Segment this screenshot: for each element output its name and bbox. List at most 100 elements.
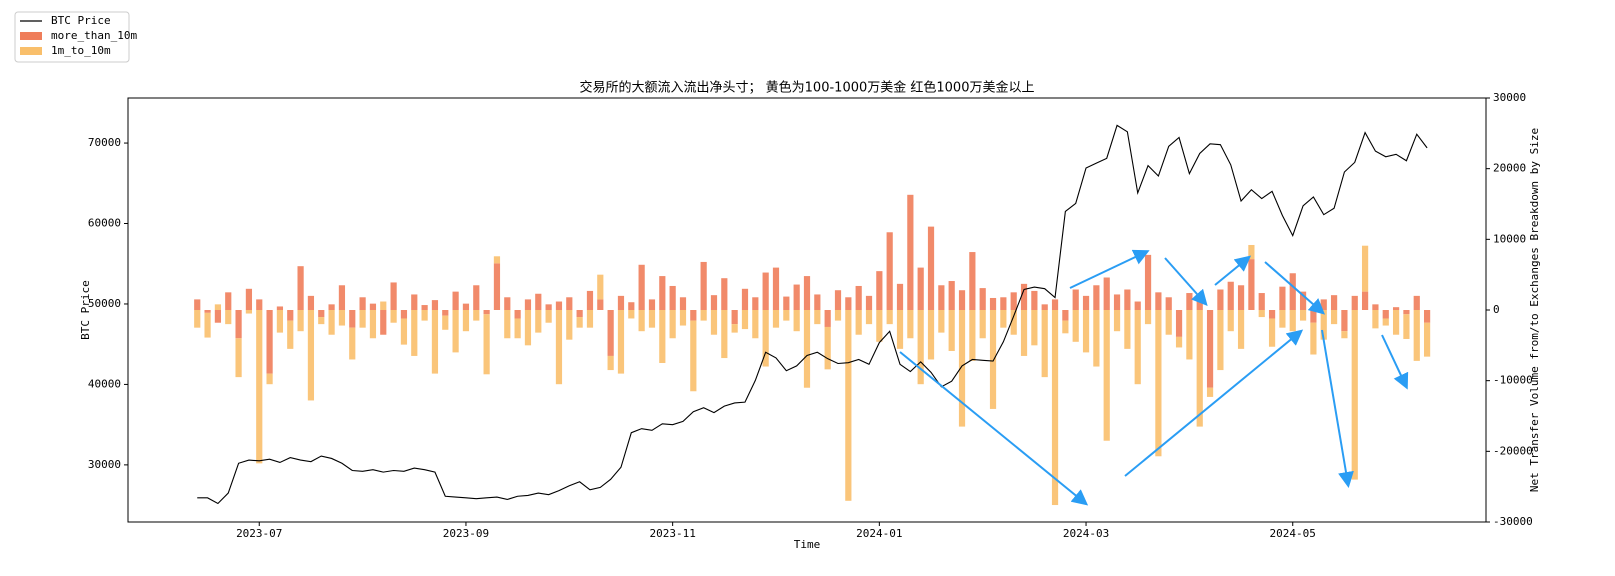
bar-segment — [1072, 310, 1079, 342]
bar-segment — [969, 252, 976, 310]
bar-segment — [1144, 254, 1152, 310]
bar-segment — [535, 310, 542, 333]
y2-tick-label: 30000 — [1493, 91, 1526, 104]
bar-segment — [514, 318, 521, 339]
bar-segment — [256, 299, 263, 310]
bar-segment — [679, 297, 687, 310]
arrow — [1381, 334, 1409, 390]
bar-segment — [1372, 304, 1379, 310]
bar-segment — [235, 338, 242, 378]
bar-segment — [1082, 295, 1090, 310]
chart-title: 交易所的大额流入流出净头寸； 黄色为100-1000万美金 红色1000万美金以… — [580, 80, 1035, 96]
bar-segment — [1227, 310, 1234, 332]
bar-segment — [411, 310, 418, 356]
bar-segment — [1372, 310, 1379, 329]
bar-segment — [1041, 310, 1048, 378]
bar-segment — [907, 310, 914, 339]
bar-segment — [731, 324, 738, 333]
bar-segment — [380, 310, 387, 335]
bar-segment — [524, 299, 532, 310]
bar-segment — [865, 295, 873, 310]
bar-segment — [1320, 310, 1327, 340]
bar-segment — [535, 293, 542, 310]
bar-segment — [1279, 286, 1286, 310]
bar-segment — [741, 310, 749, 330]
bar-segment — [204, 310, 211, 313]
bar-segment — [1217, 289, 1224, 310]
bar-segment — [514, 310, 521, 319]
bar-segment — [772, 310, 780, 328]
bar-segment — [824, 310, 831, 327]
bar-segment — [359, 297, 366, 310]
bar-segment — [442, 310, 449, 316]
bar-segment — [307, 310, 315, 401]
bar-segment — [617, 295, 625, 310]
bar-segment — [421, 305, 428, 310]
bar-segment — [504, 297, 511, 310]
bar-segment — [865, 310, 873, 325]
bar-segment — [421, 310, 428, 321]
legend-swatch — [20, 47, 42, 55]
bar-segment — [566, 310, 573, 340]
bar-segment — [1041, 304, 1048, 310]
bar-segment — [700, 310, 707, 321]
bar-segment — [1113, 294, 1121, 310]
y2-tick-label: -30000 — [1493, 515, 1533, 528]
bar-segment — [1020, 310, 1028, 356]
bar-segment — [504, 310, 511, 339]
bar-segment — [483, 310, 490, 315]
bar-segment — [349, 327, 356, 360]
bar-segment — [1310, 310, 1317, 323]
bar-segment — [349, 310, 356, 328]
bar-segment — [1392, 310, 1400, 335]
bar-segment — [979, 288, 986, 310]
bar-segment — [917, 267, 924, 310]
bar-segment — [1155, 310, 1162, 457]
bar-segment — [1423, 322, 1431, 357]
bar-segment — [1134, 301, 1141, 310]
bar-segment — [297, 310, 304, 332]
bar-segment — [1289, 273, 1296, 310]
bar-segment — [1248, 259, 1255, 310]
y2-axis-label: Net Transfer Volume from/to Exchanges Br… — [1528, 128, 1541, 492]
arrow — [1124, 329, 1304, 477]
bar-segment — [1217, 310, 1224, 371]
bar-segment — [276, 306, 284, 310]
bar-segment — [917, 310, 924, 385]
y2-tick-label: 0 — [1493, 303, 1500, 316]
bar-segment — [555, 301, 563, 310]
y-tick-label: 40000 — [88, 377, 121, 390]
bar-segment — [576, 310, 583, 318]
bar-segment — [1289, 310, 1296, 332]
bar-segment — [679, 310, 687, 326]
bar-segment — [473, 285, 480, 310]
bar-segment — [462, 310, 470, 332]
bar-segment — [493, 256, 501, 264]
bar-segment — [1186, 293, 1193, 310]
bar-segment — [1237, 285, 1245, 310]
bar-segment — [741, 288, 749, 310]
bar-segment — [938, 310, 945, 333]
y-tick-label: 30000 — [88, 458, 121, 471]
bar-segment — [1330, 295, 1338, 310]
bar-segment — [907, 194, 914, 310]
bar-segment — [896, 310, 904, 349]
bar-segment — [1186, 310, 1193, 360]
bar-segment — [1413, 295, 1420, 310]
bar-segment — [834, 290, 842, 310]
bar-segment — [452, 291, 459, 310]
bar-segment — [411, 294, 418, 310]
bar-segment — [1403, 314, 1410, 339]
bar-segment — [462, 303, 470, 310]
x-tick-label: 2024-05 — [1270, 527, 1316, 540]
bar-segment — [359, 310, 366, 328]
bar-segment — [762, 310, 769, 367]
plot-area — [194, 124, 1431, 506]
bar-segment — [979, 310, 986, 339]
annotation-arrows — [899, 249, 1409, 506]
bar-segment — [442, 315, 449, 330]
arrow — [1069, 249, 1150, 289]
bar-segment — [814, 294, 821, 310]
bar-segment — [1310, 322, 1317, 355]
bar-segment — [369, 303, 377, 310]
